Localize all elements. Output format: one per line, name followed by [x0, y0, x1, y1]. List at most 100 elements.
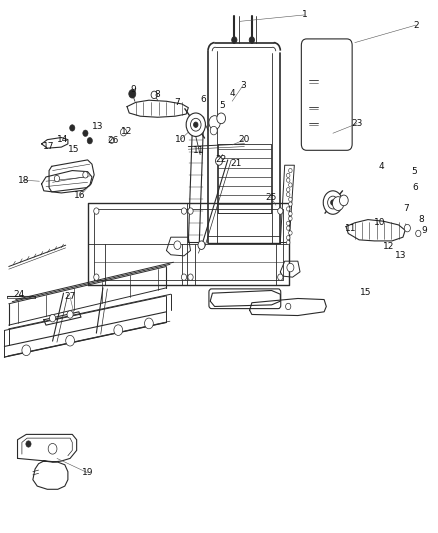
- Text: 4: 4: [230, 89, 235, 98]
- Text: 1: 1: [301, 11, 307, 19]
- Text: 22: 22: [215, 156, 227, 164]
- Circle shape: [323, 191, 343, 214]
- Text: 9: 9: [131, 85, 137, 94]
- Text: 17: 17: [43, 142, 55, 150]
- Text: 5: 5: [411, 167, 417, 176]
- Text: 13: 13: [92, 122, 103, 131]
- Circle shape: [54, 175, 60, 182]
- Circle shape: [286, 178, 290, 182]
- Text: 6: 6: [412, 183, 418, 192]
- Text: 15: 15: [68, 145, 79, 154]
- Circle shape: [188, 208, 193, 214]
- Circle shape: [278, 208, 283, 214]
- Circle shape: [129, 90, 136, 98]
- Text: 11: 11: [193, 146, 204, 155]
- Circle shape: [194, 122, 198, 127]
- Circle shape: [186, 113, 205, 136]
- Text: 9: 9: [421, 226, 427, 235]
- Circle shape: [188, 274, 193, 280]
- Text: 11: 11: [345, 224, 356, 232]
- Text: 25: 25: [265, 193, 276, 201]
- Text: 19: 19: [82, 469, 93, 477]
- Circle shape: [286, 303, 291, 310]
- Text: 7: 7: [403, 205, 410, 213]
- Text: 23: 23: [351, 119, 363, 128]
- Circle shape: [286, 226, 290, 230]
- Circle shape: [339, 195, 348, 206]
- Circle shape: [286, 188, 290, 192]
- Circle shape: [286, 236, 290, 240]
- Text: 2: 2: [413, 21, 419, 29]
- Circle shape: [217, 113, 226, 124]
- Circle shape: [286, 192, 290, 197]
- Circle shape: [286, 207, 290, 211]
- Text: 4: 4: [378, 162, 384, 171]
- Circle shape: [48, 443, 57, 454]
- Circle shape: [120, 128, 127, 136]
- Circle shape: [114, 325, 123, 335]
- Text: 24: 24: [14, 290, 25, 299]
- Text: 5: 5: [219, 101, 225, 110]
- FancyBboxPatch shape: [209, 289, 281, 309]
- Circle shape: [87, 138, 92, 144]
- Circle shape: [109, 137, 114, 143]
- Circle shape: [232, 37, 237, 43]
- Circle shape: [94, 208, 99, 214]
- Circle shape: [328, 196, 338, 209]
- Circle shape: [289, 212, 292, 216]
- Circle shape: [289, 183, 292, 187]
- Text: 6: 6: [200, 95, 206, 104]
- Text: 8: 8: [418, 215, 424, 224]
- Circle shape: [67, 311, 73, 318]
- Circle shape: [289, 168, 292, 173]
- Circle shape: [249, 37, 254, 43]
- Circle shape: [83, 172, 88, 178]
- Circle shape: [286, 173, 290, 177]
- Text: 13: 13: [395, 252, 406, 260]
- Circle shape: [198, 241, 205, 249]
- Text: 20: 20: [239, 135, 250, 144]
- FancyBboxPatch shape: [301, 39, 352, 150]
- Circle shape: [404, 224, 410, 232]
- Circle shape: [416, 230, 421, 237]
- Circle shape: [151, 91, 157, 99]
- Text: 15: 15: [360, 288, 371, 296]
- Circle shape: [287, 263, 294, 272]
- Circle shape: [286, 221, 290, 225]
- Text: 8: 8: [154, 91, 160, 99]
- Circle shape: [94, 274, 99, 280]
- Circle shape: [289, 202, 292, 206]
- Circle shape: [66, 335, 74, 346]
- Circle shape: [181, 208, 187, 214]
- Text: 26: 26: [107, 136, 119, 144]
- Text: 27: 27: [64, 293, 76, 301]
- Circle shape: [332, 197, 344, 211]
- Text: 10: 10: [175, 135, 186, 144]
- Circle shape: [191, 118, 201, 131]
- Text: 21: 21: [231, 159, 242, 168]
- Circle shape: [289, 216, 292, 221]
- Text: 16: 16: [74, 191, 86, 200]
- Text: 12: 12: [120, 127, 132, 135]
- Circle shape: [215, 157, 223, 165]
- Text: 3: 3: [240, 81, 246, 90]
- Circle shape: [210, 126, 217, 135]
- Circle shape: [181, 274, 187, 280]
- Circle shape: [49, 314, 56, 322]
- Circle shape: [286, 240, 290, 245]
- Text: 18: 18: [18, 176, 29, 184]
- Circle shape: [174, 241, 181, 249]
- Text: 10: 10: [374, 218, 386, 227]
- Circle shape: [70, 125, 75, 131]
- Text: 7: 7: [174, 98, 180, 107]
- Text: 12: 12: [383, 242, 395, 251]
- Circle shape: [209, 116, 220, 130]
- Circle shape: [145, 318, 153, 329]
- Text: 14: 14: [57, 135, 68, 144]
- Circle shape: [83, 130, 88, 136]
- Circle shape: [26, 441, 31, 447]
- Circle shape: [22, 345, 31, 356]
- Circle shape: [278, 274, 283, 280]
- Circle shape: [331, 200, 335, 205]
- Circle shape: [289, 197, 292, 201]
